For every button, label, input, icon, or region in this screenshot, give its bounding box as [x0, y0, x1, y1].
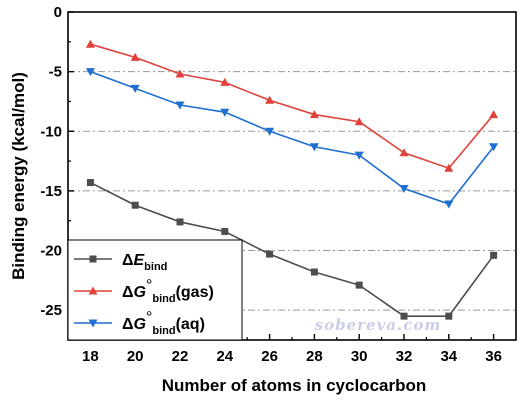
- legend-symbol: G: [134, 316, 146, 333]
- data-point: [176, 218, 184, 226]
- x-tick-label: 34: [440, 348, 457, 365]
- data-point: [85, 39, 95, 48]
- legend-subscript: bind: [152, 325, 175, 337]
- data-point: [309, 110, 319, 119]
- legend-label: ΔG°bind(gas): [122, 277, 214, 305]
- data-point: [221, 227, 229, 235]
- legend-subscript: bind: [144, 261, 167, 273]
- y-tick-label: -25: [40, 302, 62, 319]
- data-point: [399, 185, 409, 194]
- x-tick-label: 22: [172, 348, 189, 365]
- data-point: [85, 68, 95, 77]
- data-point: [399, 148, 409, 157]
- data-point: [490, 251, 498, 259]
- data-point: [130, 84, 140, 93]
- data-point: [445, 312, 453, 320]
- legend-phase: (aq): [176, 316, 205, 333]
- series-triangle-up: [85, 39, 499, 172]
- legend-swatch-marker: [88, 286, 98, 295]
- legend-item: ΔEbind: [74, 252, 167, 273]
- legend-label: ΔEbind: [122, 252, 167, 273]
- data-point: [220, 108, 230, 117]
- x-tick-label: 36: [485, 348, 502, 365]
- legend-item: ΔG°bind(aq): [74, 309, 205, 337]
- data-point: [266, 250, 274, 258]
- series-triangle-down: [85, 68, 499, 209]
- legend-item: ΔG°bind(gas): [74, 277, 214, 305]
- data-point: [489, 110, 499, 119]
- watermark-text: sobereva.com: [315, 316, 442, 334]
- legend-subscript: bind: [152, 293, 175, 305]
- data-point: [175, 101, 185, 110]
- data-point: [265, 127, 275, 136]
- legend-degree: °: [146, 277, 152, 294]
- data-point: [400, 312, 408, 320]
- legend-symbol: G: [134, 284, 146, 301]
- data-point: [86, 179, 94, 187]
- x-tick-label: 26: [261, 348, 278, 365]
- legend-swatch-marker: [89, 255, 97, 263]
- series-line: [90, 181, 495, 317]
- series-group: [85, 39, 499, 320]
- legend-phase: (gas): [176, 284, 214, 301]
- legend-delta: Δ: [122, 316, 134, 333]
- legend-delta: Δ: [122, 284, 134, 301]
- y-tick-label: -15: [40, 183, 62, 200]
- legend-swatch-marker: [88, 319, 98, 328]
- x-tick-label: 32: [396, 348, 413, 365]
- x-tick-label: 20: [127, 348, 144, 365]
- series-line: [90, 70, 495, 205]
- y-tick-label: -5: [49, 64, 62, 81]
- data-point: [354, 151, 364, 160]
- x-tick-label: 28: [306, 348, 323, 365]
- y-tick-label: -10: [40, 123, 62, 140]
- legend-label: ΔG°bind(aq): [122, 309, 205, 337]
- series-line: [90, 43, 495, 170]
- data-point: [130, 52, 140, 61]
- data-point: [131, 201, 139, 209]
- legend-delta: Δ: [122, 252, 134, 269]
- data-point: [175, 69, 185, 78]
- legend-symbol: E: [134, 252, 146, 269]
- y-tick-label: -20: [40, 243, 62, 260]
- y-tick-label: 0: [54, 4, 62, 21]
- data-point: [310, 268, 318, 276]
- x-tick-label: 24: [216, 348, 233, 365]
- series-square: [86, 179, 498, 320]
- axis-ticks: 0 -5 -10 -15 -20 -25 18 20 22 24 26 28 30 32 34 36: [40, 4, 502, 365]
- y-axis-title: Binding energy (kcal/mol): [9, 72, 28, 280]
- data-point: [265, 95, 275, 104]
- legend-degree: °: [146, 309, 152, 326]
- data-point: [220, 77, 230, 86]
- x-tick-label: 18: [82, 348, 99, 365]
- x-tick-label: 30: [351, 348, 368, 365]
- data-point: [355, 281, 363, 289]
- data-point: [489, 143, 499, 152]
- data-point: [309, 143, 319, 152]
- data-point: [444, 163, 454, 172]
- data-point: [354, 117, 364, 126]
- data-point: [444, 200, 454, 209]
- x-axis-title: Number of atoms in cyclocarbon: [162, 376, 427, 395]
